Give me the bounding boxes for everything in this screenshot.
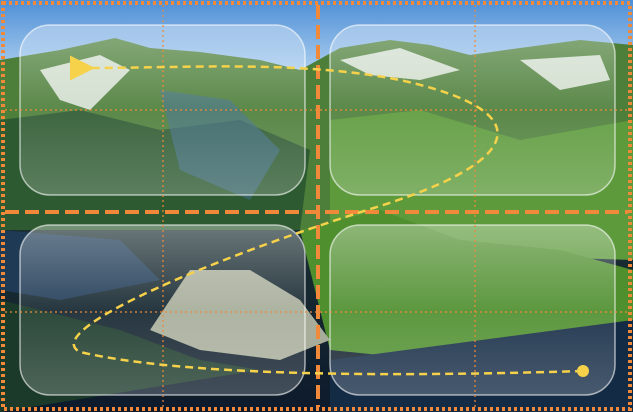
center-lines: [5, 5, 628, 407]
glass-panels: [19, 24, 616, 396]
eye-path: [69, 55, 584, 376]
path-start: [577, 365, 589, 377]
